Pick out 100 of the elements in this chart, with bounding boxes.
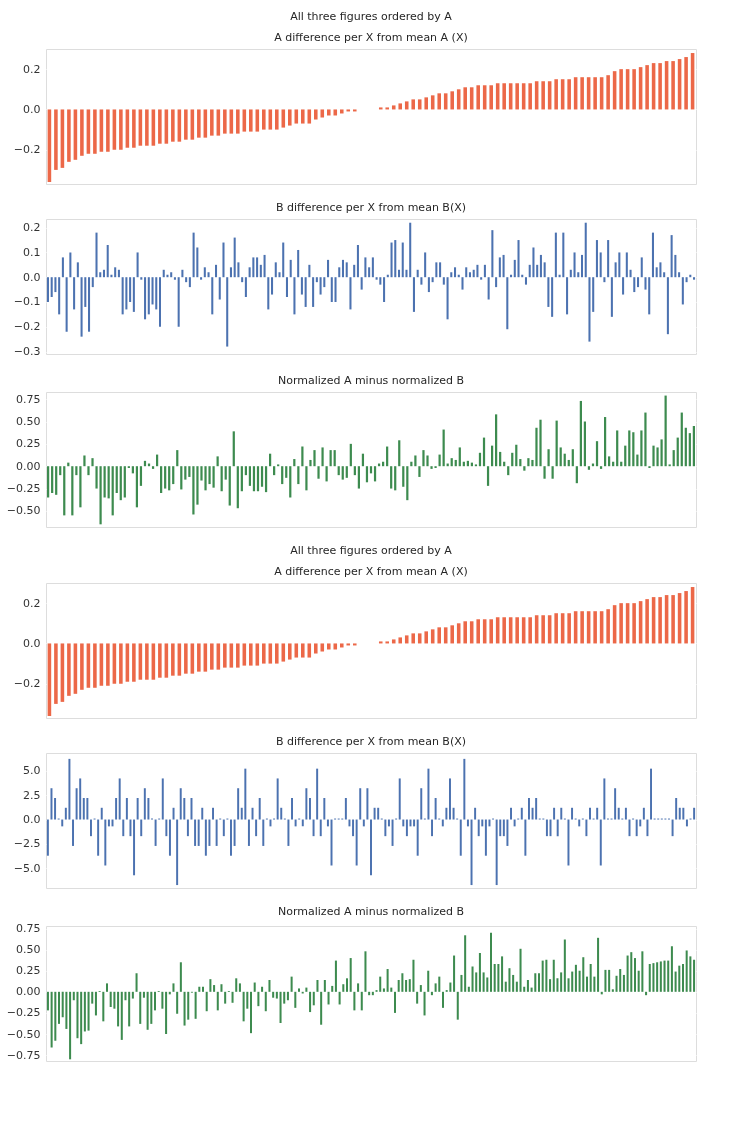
bar	[357, 466, 360, 489]
bar	[317, 466, 320, 479]
bar	[409, 222, 412, 278]
bar	[463, 87, 467, 110]
bar	[427, 970, 430, 992]
bar	[551, 277, 554, 317]
bar	[493, 963, 496, 992]
bar	[378, 107, 383, 110]
bar	[99, 466, 102, 525]
bar	[648, 277, 651, 315]
bar	[272, 991, 275, 998]
bar	[158, 109, 162, 144]
bar	[495, 277, 498, 288]
bar	[398, 637, 403, 644]
y-tick-label: −0.2	[13, 143, 41, 157]
bar	[140, 277, 143, 280]
bar	[216, 456, 219, 467]
bar	[458, 447, 461, 467]
bar	[585, 976, 589, 992]
bar	[424, 97, 429, 110]
bar	[391, 639, 396, 644]
bar	[231, 991, 234, 1003]
bar	[88, 277, 91, 332]
bar	[383, 277, 386, 302]
bar	[515, 617, 519, 644]
bar	[626, 955, 629, 992]
bar	[688, 433, 691, 467]
chart-subtitle: A difference per X from mean A (X)	[274, 31, 468, 44]
y-tick-label: −0.1	[13, 295, 41, 309]
bar	[398, 440, 401, 467]
bar	[461, 277, 464, 290]
bar	[582, 957, 585, 992]
bar	[360, 277, 363, 290]
bar	[580, 611, 584, 644]
bar	[323, 980, 326, 992]
bar	[83, 455, 86, 467]
y-tick-label: 5.0	[23, 764, 41, 778]
bar	[435, 262, 438, 278]
bar	[294, 991, 297, 1008]
bar	[249, 991, 253, 1034]
bar	[592, 277, 595, 312]
bar	[684, 57, 688, 110]
bar	[671, 595, 675, 644]
bar	[271, 277, 274, 295]
bar	[584, 222, 587, 278]
bar	[622, 277, 625, 295]
y-tick-label: −0.50	[6, 504, 41, 518]
bar	[281, 466, 284, 485]
bar	[456, 991, 459, 1020]
bar	[489, 619, 493, 644]
bar	[301, 643, 305, 658]
bar	[476, 85, 480, 110]
bar	[115, 466, 118, 494]
bar	[692, 425, 695, 467]
bar	[301, 109, 305, 124]
bar	[135, 466, 139, 508]
bar	[102, 269, 106, 278]
bar	[334, 960, 337, 992]
bar	[670, 946, 673, 992]
bar	[274, 262, 277, 278]
bar	[103, 466, 106, 498]
bar	[416, 991, 419, 1004]
y-tick-label: 0.75	[16, 392, 41, 406]
bar	[468, 272, 471, 278]
bar	[465, 267, 468, 278]
bar	[364, 257, 367, 278]
bar	[307, 643, 312, 658]
bar	[502, 617, 506, 644]
bar	[467, 986, 470, 992]
bar	[58, 991, 61, 1024]
bar	[420, 277, 423, 285]
chart-title: Normalized A minus normalized B	[277, 904, 465, 918]
bar	[630, 952, 633, 992]
bar	[80, 109, 84, 156]
bar	[552, 959, 555, 992]
bar	[188, 277, 191, 288]
bar	[502, 83, 506, 110]
bar	[94, 991, 97, 1016]
bar	[297, 988, 301, 992]
bar	[338, 991, 341, 1005]
bar	[236, 466, 239, 509]
bar	[339, 643, 344, 648]
bar	[264, 466, 268, 493]
bar	[273, 466, 276, 476]
bar	[611, 989, 614, 992]
bar	[331, 985, 334, 992]
bar	[214, 264, 218, 278]
bar	[678, 272, 681, 278]
bar	[47, 466, 50, 498]
bar	[153, 991, 157, 1011]
y-tick-label: −0.50	[6, 1027, 41, 1041]
bar	[608, 456, 611, 467]
bar	[132, 643, 136, 682]
bar	[648, 963, 651, 992]
bar	[352, 109, 357, 112]
bar	[171, 109, 175, 142]
bar	[80, 991, 83, 1045]
bar	[416, 269, 419, 278]
bar	[339, 109, 344, 114]
bar	[165, 991, 168, 1034]
